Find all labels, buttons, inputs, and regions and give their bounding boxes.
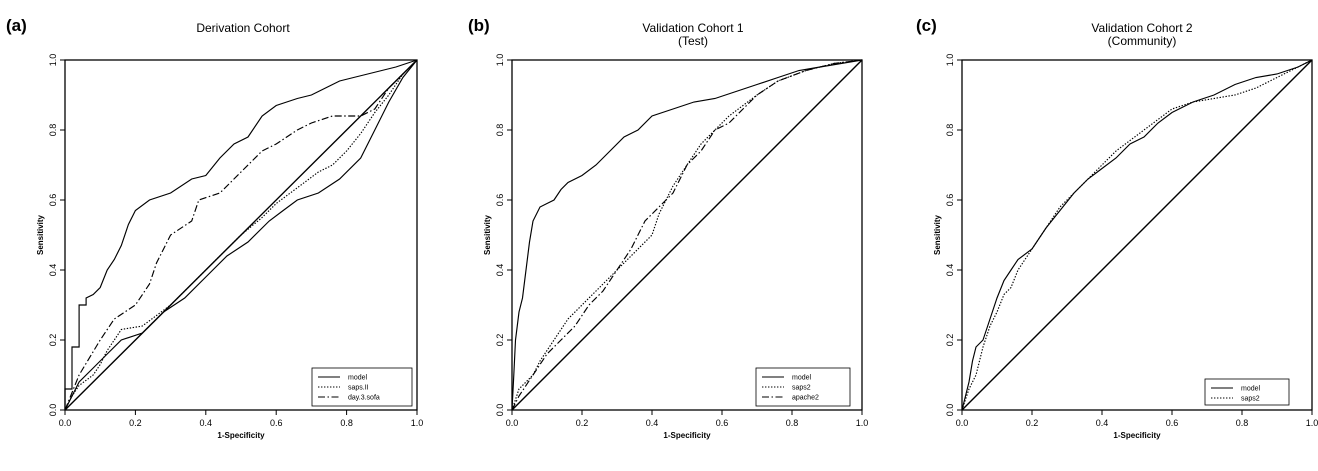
x-tick-label: 0.4 <box>1096 418 1109 428</box>
x-tick-label: 0.6 <box>716 418 729 428</box>
panel-2: (c) Validation Cohort 2(Community) 0.00.0 0… <box>916 16 1318 440</box>
x-axis-label: 1-Specificity <box>663 431 711 440</box>
legend-label: model <box>1241 386 1261 393</box>
y-tick-label: 0.4 <box>48 264 58 277</box>
y-tick-label: 0.6 <box>945 194 955 207</box>
y-tick-label: 0.8 <box>495 124 505 137</box>
roc-curve-1 <box>511 59 863 411</box>
x-axis-label: 1-Specificity <box>217 431 265 440</box>
x-tick-label: 1.0 <box>856 418 869 428</box>
x-tick-label: 0.0 <box>956 418 969 428</box>
panel-title: Derivation Cohort <box>196 21 290 35</box>
legend-label: saps2 <box>1241 396 1260 403</box>
y-tick-label: 0.4 <box>495 264 505 277</box>
x-axis-label: 1-Specificity <box>1113 431 1161 440</box>
legend-box <box>311 367 413 407</box>
y-tick-label: 0.0 <box>48 404 58 417</box>
x-tick-label: 0.8 <box>340 418 353 428</box>
y-axis-label: Sensitivity <box>483 214 492 255</box>
y-axis-label: Sensitivity <box>933 214 942 255</box>
x-tick-label: 0.2 <box>129 418 142 428</box>
panel-title: Validation Cohort 1 <box>642 21 744 35</box>
panel-0: (a) Derivation Cohort 0.00.0 0.2 0.2 0.4 0.4 0.… <box>6 16 423 440</box>
panel-title: Validation Cohort 2 <box>1091 21 1193 35</box>
y-tick-label: 0.8 <box>945 124 955 137</box>
legend-label: saps.II <box>348 385 369 392</box>
x-tick-label: 1.0 <box>1306 418 1318 428</box>
x-tick-label: 0.0 <box>59 418 72 428</box>
y-tick-label: 1.0 <box>48 54 58 67</box>
x-tick-label: 0.8 <box>1236 418 1249 428</box>
x-tick-label: 1.0 <box>411 418 424 428</box>
plot-frame <box>511 59 863 411</box>
legend-label: apache2 <box>792 395 819 402</box>
legend-label: day.3.sofa <box>348 395 380 402</box>
y-tick-label: 0.6 <box>495 194 505 207</box>
y-tick-label: 0.0 <box>495 404 505 417</box>
x-tick-label: 0.2 <box>1026 418 1039 428</box>
panel-title: (Test) <box>678 34 708 48</box>
x-tick-label: 0.6 <box>270 418 283 428</box>
panel-title: (Community) <box>1108 34 1177 48</box>
y-tick-label: 1.0 <box>945 54 955 67</box>
x-tick-label: 0.2 <box>576 418 589 428</box>
y-tick-label: 0.8 <box>48 124 58 137</box>
y-tick-label: 0.4 <box>945 264 955 277</box>
roc-curve-3 <box>64 59 418 411</box>
plot-frame <box>64 59 418 411</box>
legend-label: model <box>348 375 368 382</box>
panel-letter: (b) <box>468 16 490 35</box>
y-tick-label: 0.2 <box>945 334 955 347</box>
legend-box <box>1204 378 1290 406</box>
reference-diagonal <box>511 59 863 411</box>
panel-1: (b) Validation Cohort 1(Test) 0.00.0 0.2 0.2… <box>468 16 868 440</box>
x-tick-label: 0.4 <box>646 418 659 428</box>
panel-letter: (a) <box>6 16 27 35</box>
y-tick-label: 0.2 <box>495 334 505 347</box>
roc-curve-0 <box>511 59 863 411</box>
reference-diagonal <box>961 59 1313 411</box>
roc-curve-2 <box>64 59 418 411</box>
x-tick-label: 0.4 <box>200 418 213 428</box>
y-tick-label: 0.0 <box>945 404 955 417</box>
plot-frame <box>961 59 1313 411</box>
roc-curve-0 <box>961 59 1313 411</box>
x-tick-label: 0.6 <box>1166 418 1179 428</box>
legend-label: model <box>792 375 812 382</box>
y-tick-label: 0.2 <box>48 334 58 347</box>
panel-letter: (c) <box>916 16 937 35</box>
x-tick-label: 0.0 <box>506 418 519 428</box>
roc-curve-0 <box>64 59 418 410</box>
x-tick-label: 0.8 <box>786 418 799 428</box>
legend-label: saps2 <box>792 385 811 392</box>
y-tick-label: 1.0 <box>495 54 505 67</box>
y-tick-label: 0.6 <box>48 194 58 207</box>
y-axis-label: Sensitivity <box>36 214 45 255</box>
